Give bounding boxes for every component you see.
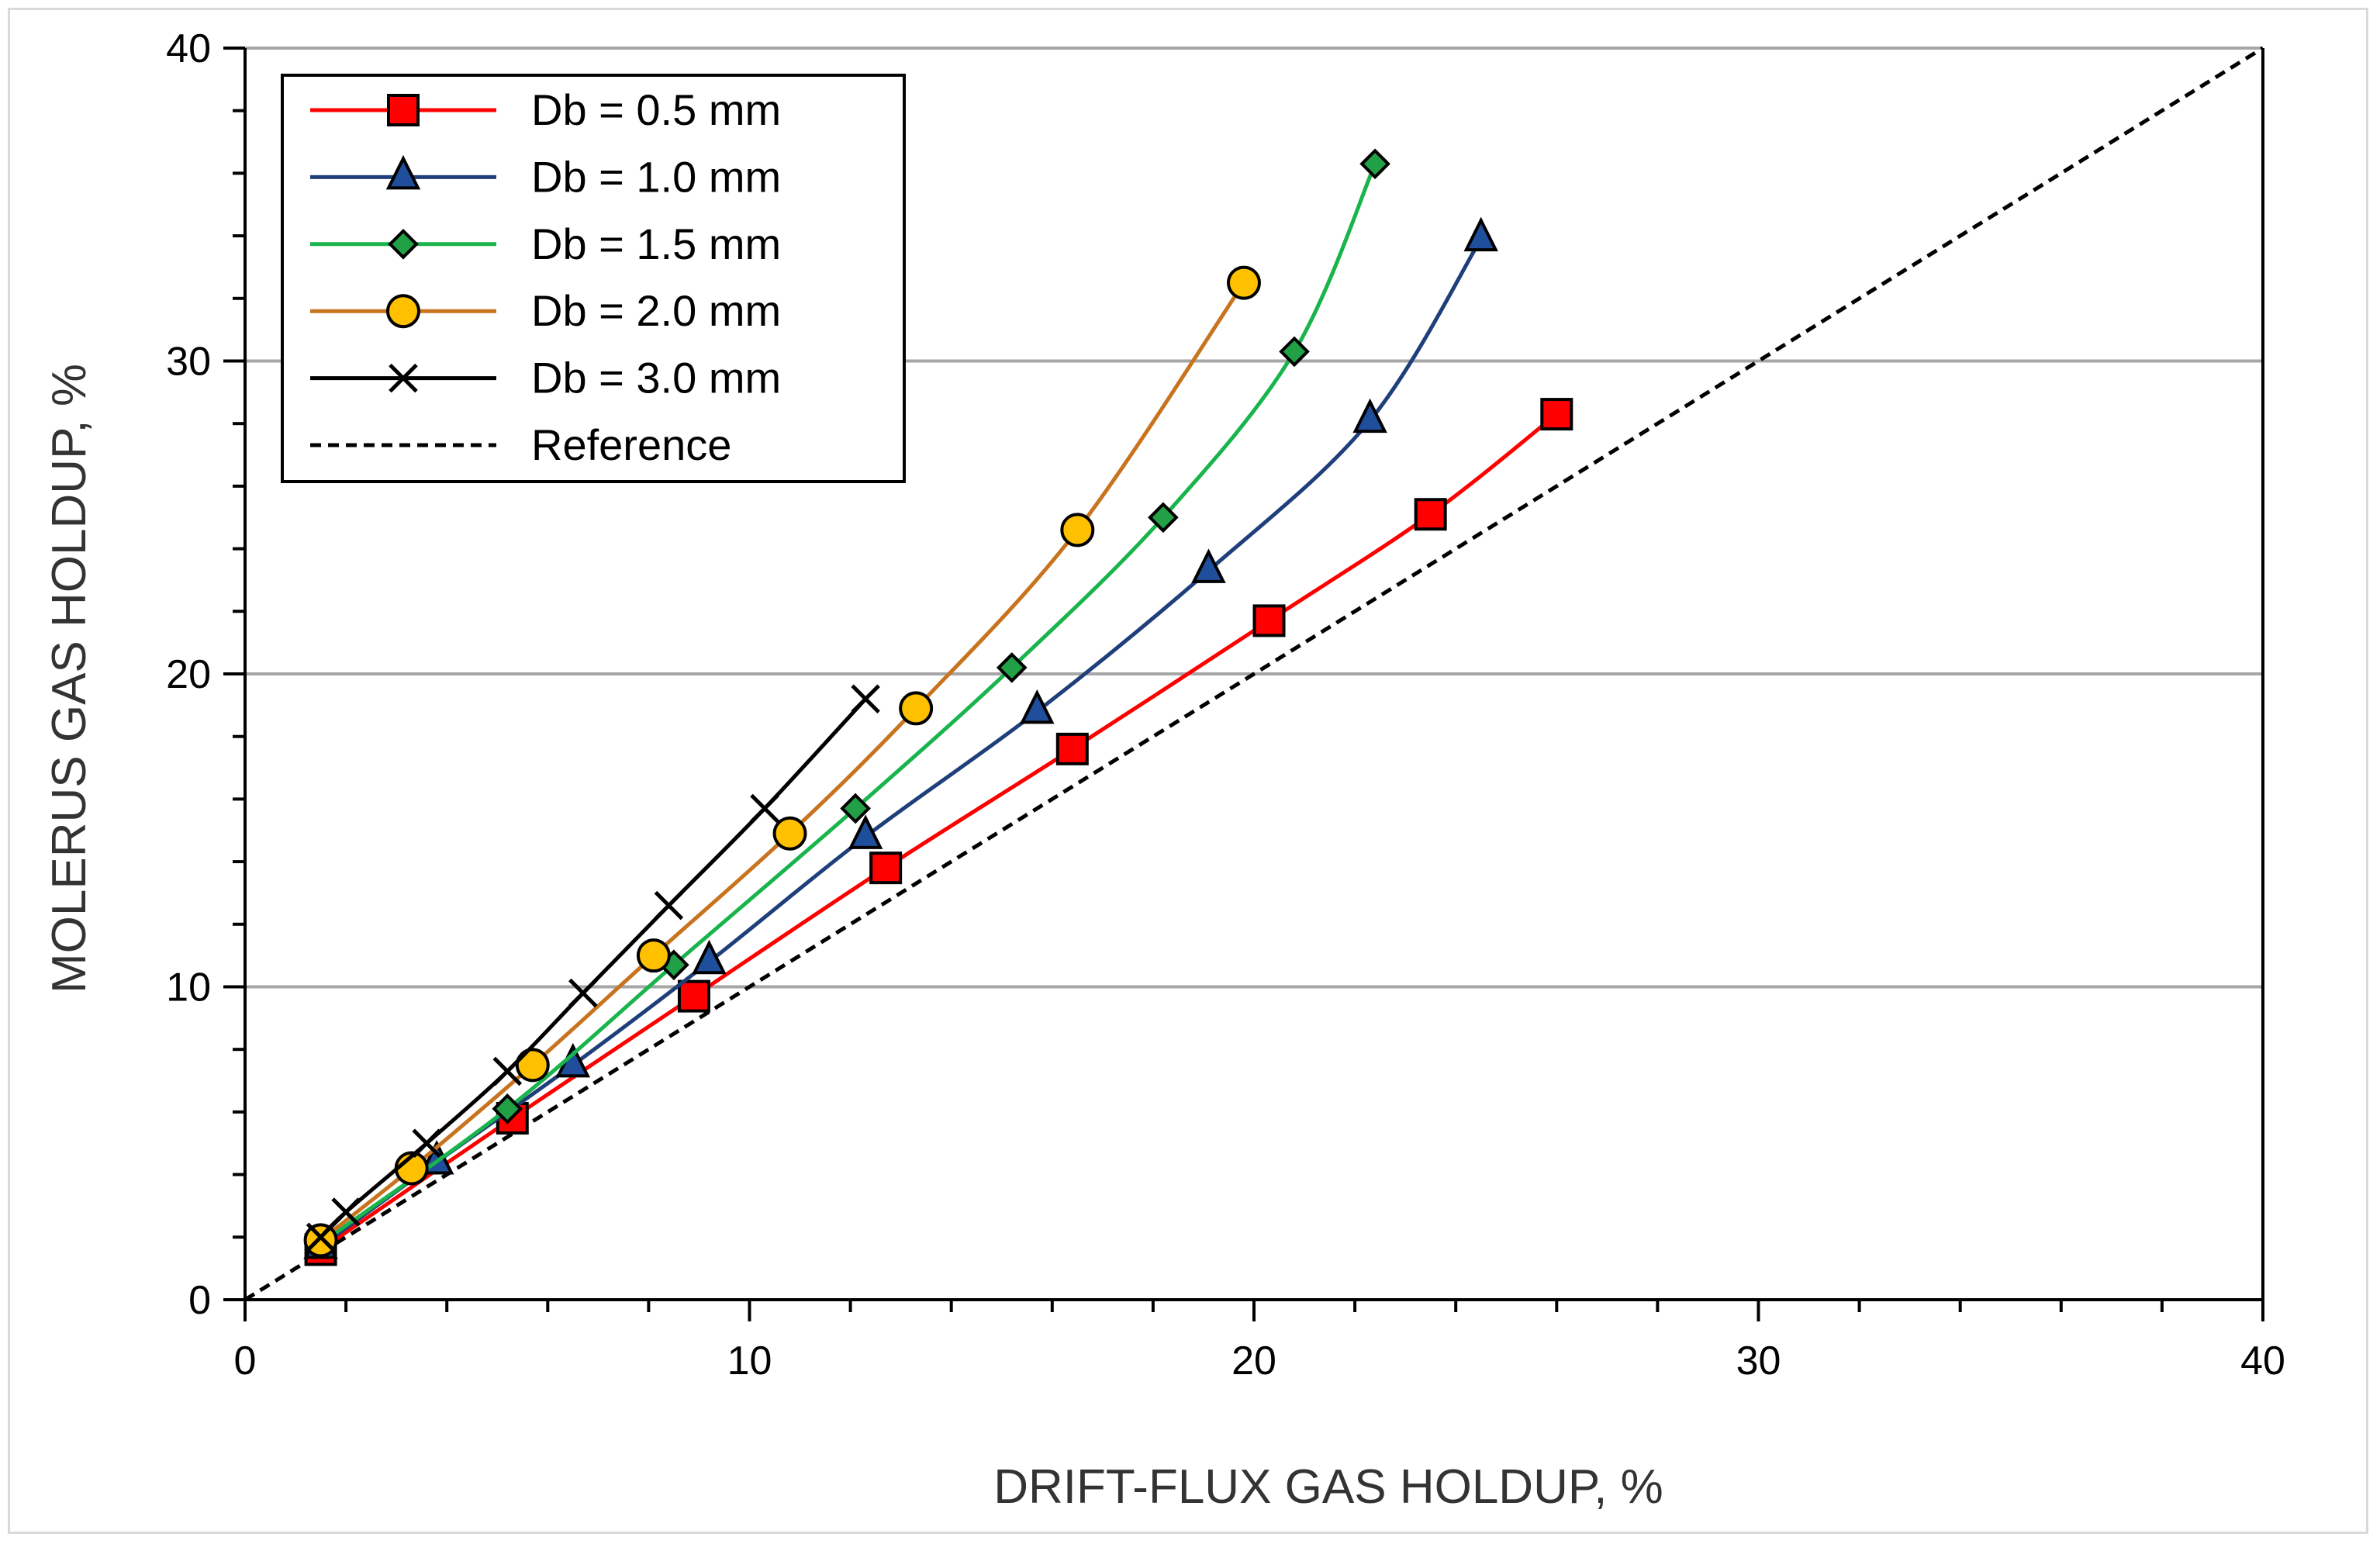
series-line [320, 163, 1377, 1245]
legend-marker [389, 363, 418, 393]
tick-labels: 0 10 20 30 40 0 10 20 30 40 [166, 26, 2285, 1383]
data-point [1148, 502, 1179, 534]
data-point [1226, 265, 1261, 300]
x-marker-stroke [331, 1197, 361, 1227]
series-db-3-0-mm [306, 684, 880, 1252]
series-db-2-0-mm [303, 265, 1261, 1258]
legend-label: Reference [531, 420, 731, 469]
data-point [899, 691, 934, 726]
legend-marker [387, 94, 420, 126]
legend-label: Db = 2.0 mm [531, 286, 781, 335]
legend-box [281, 74, 906, 483]
data-point [654, 890, 684, 921]
x-tick-label: 40 [2240, 1338, 2285, 1383]
data-point [568, 978, 598, 1008]
data-point [331, 1197, 361, 1227]
axes [223, 47, 2264, 1321]
data-point [772, 816, 807, 851]
x-tick-label: 10 [727, 1338, 772, 1383]
legend-item-db-0-5-mm: Db = 0.5 mm [310, 85, 781, 134]
data-point [492, 1056, 523, 1086]
x-marker-stroke [750, 793, 779, 824]
data-point [851, 684, 880, 714]
legend-marker [388, 228, 419, 260]
x-marker-stroke [306, 1222, 336, 1252]
legend-label: Db = 3.0 mm [531, 354, 781, 402]
data-point [996, 652, 1028, 683]
data-point [515, 1048, 550, 1083]
legend-label: Db = 1.0 mm [531, 152, 781, 201]
legend-label: Db = 1.5 mm [531, 219, 781, 268]
legend-item-db-2-0-mm: Db = 2.0 mm [310, 286, 781, 335]
legend-item-db-3-0-mm: Db = 3.0 mm [310, 354, 781, 402]
x-marker-stroke [851, 684, 880, 714]
data-point [692, 939, 727, 975]
y-tick-label: 10 [166, 965, 211, 1010]
legend-item-reference: Reference [310, 420, 731, 469]
x-tick-label: 0 [234, 1338, 257, 1383]
series-db-1-5-mm [305, 148, 1390, 1259]
series-db-0-5-mm [304, 398, 1573, 1266]
legend-marker [386, 294, 420, 329]
data-point [1352, 398, 1387, 433]
series-reference-line [244, 46, 2264, 1302]
x-tick-label: 20 [1231, 1338, 1276, 1383]
data-point [492, 1093, 523, 1124]
data-point [1191, 548, 1226, 583]
y-tick-label: 0 [188, 1278, 211, 1323]
data-point [848, 814, 883, 849]
data-point [636, 938, 671, 973]
data-point [750, 793, 779, 824]
data-point [412, 1128, 441, 1159]
data-point [869, 851, 903, 885]
data-series [303, 148, 1573, 1266]
x-axis-title: DRIFT-FLUX GAS HOLDUP, % [993, 1460, 1663, 1514]
data-point [1279, 336, 1310, 368]
x-marker-stroke [654, 890, 684, 921]
data-point [1540, 398, 1573, 431]
data-point [1020, 689, 1055, 724]
data-point [1252, 604, 1286, 637]
data-point [306, 1222, 336, 1252]
data-point [1055, 732, 1089, 765]
data-point [1414, 498, 1447, 531]
legend-item-db-1-5-mm: Db = 1.5 mm [310, 219, 781, 268]
y-tick-label: 40 [166, 26, 211, 71]
y-tick-label: 30 [166, 340, 211, 385]
data-point [1463, 216, 1498, 252]
data-point [303, 1223, 338, 1258]
legend: Db = 0.5 mm Db = 1.0 mm Db = 1.5 mm Db = 2.… [281, 74, 906, 483]
y-tick-label: 20 [166, 652, 211, 697]
legend-marker [385, 154, 421, 190]
x-marker-stroke [568, 978, 598, 1008]
data-point [840, 793, 871, 824]
x-marker-stroke [492, 1056, 523, 1086]
data-point [1359, 148, 1390, 180]
y-axis-title: MOLERUS GAS HOLDUP, % [43, 364, 96, 993]
x-tick-label: 30 [1736, 1338, 1781, 1383]
x-marker-stroke [389, 363, 418, 393]
data-point [1060, 513, 1095, 547]
reference-series [244, 46, 2264, 1302]
legend-label: Db = 0.5 mm [531, 85, 781, 134]
legend-item-db-1-0-mm: Db = 1.0 mm [310, 152, 781, 201]
data-point [677, 979, 710, 1013]
x-marker-stroke [412, 1128, 441, 1159]
